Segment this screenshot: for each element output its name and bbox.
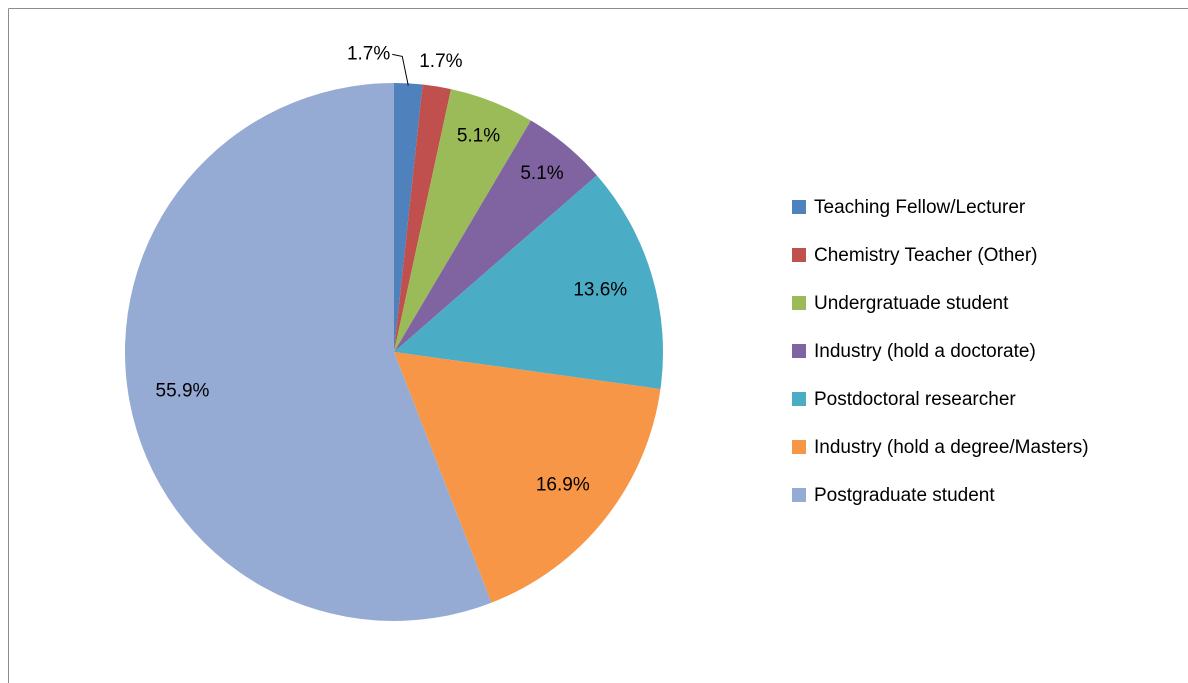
data-label: 13.6%: [573, 280, 627, 301]
legend-label: Postdoctoral researcher: [814, 389, 1016, 410]
pie-slice: [394, 175, 663, 390]
legend-swatch: [792, 296, 806, 310]
legend-swatch: [792, 248, 806, 262]
legend-swatch: [792, 440, 806, 454]
legend-label: Undergratuade student: [814, 293, 1009, 314]
legend-label: Chemistry Teacher (Other): [814, 245, 1038, 266]
data-label: 1.7%: [347, 43, 390, 64]
legend-label: Postgraduate student: [814, 485, 995, 506]
legend-label: Industry (hold a doctorate): [814, 341, 1036, 362]
pie-slice: [394, 352, 661, 603]
data-label: 55.9%: [156, 381, 210, 402]
legend-swatch: [792, 200, 806, 214]
data-label: 1.7%: [419, 51, 462, 72]
legend-swatch: [792, 392, 806, 406]
pie-slice: [394, 120, 597, 353]
pie-slice: [394, 84, 452, 353]
pie-slice: [394, 83, 423, 352]
legend-label: Industry (hold a degree/Masters): [814, 437, 1089, 458]
data-label: 5.1%: [520, 163, 563, 184]
legend-swatch: [792, 344, 806, 358]
data-label: 5.1%: [457, 126, 500, 147]
legend-label: Teaching Fellow/Lecturer: [814, 197, 1026, 218]
legend-swatch: [792, 488, 806, 502]
pie-slice: [124, 83, 492, 621]
leader-line: [392, 53, 409, 86]
data-label: 16.9%: [536, 475, 590, 496]
pie-slice: [394, 89, 531, 353]
